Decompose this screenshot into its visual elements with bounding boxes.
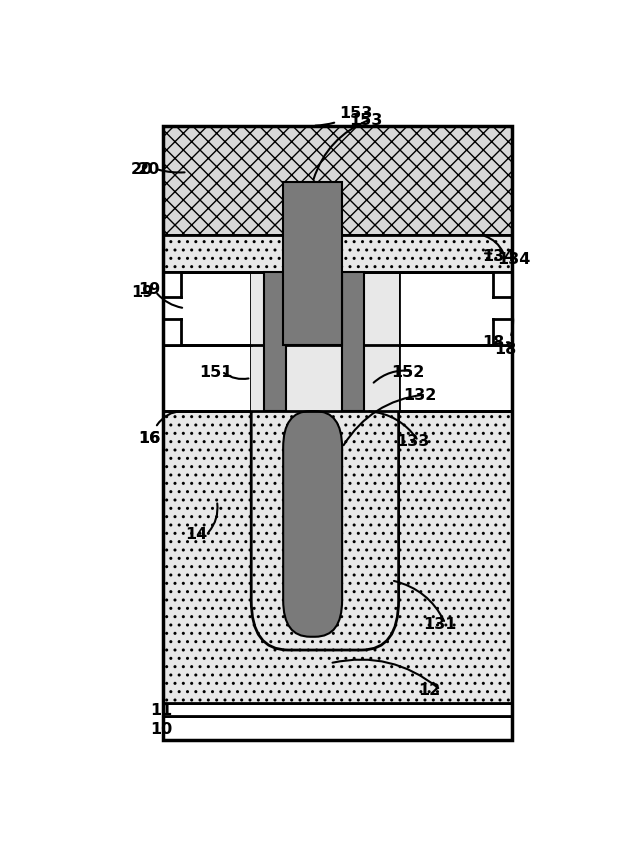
Bar [493,320,512,345]
Text: 153: 153 [349,113,383,127]
Text: 19: 19 [138,282,160,296]
Bar [264,272,285,412]
Text: 19: 19 [131,285,153,300]
Bar [283,183,342,345]
Text: 12: 12 [418,683,441,697]
Text: 132: 132 [404,387,437,403]
Bar [163,272,181,298]
Text: 20: 20 [131,162,153,177]
Bar [163,183,512,703]
FancyBboxPatch shape [283,412,342,637]
Text: 16: 16 [138,430,160,446]
Text: 18: 18 [495,312,517,356]
Bar [163,272,251,345]
Text: 16: 16 [138,430,160,446]
Text: 153: 153 [316,106,373,127]
Text: 11: 11 [150,703,172,717]
Text: 151: 151 [200,364,233,380]
Bar [163,703,512,716]
Bar [399,272,512,345]
Text: 18: 18 [482,334,505,350]
FancyBboxPatch shape [251,345,399,650]
Text: 133: 133 [396,434,430,449]
Text: 20: 20 [138,162,160,177]
Text: 10: 10 [150,721,172,736]
Bar [342,272,364,412]
Bar [163,127,512,236]
Text: 134: 134 [485,251,530,267]
Bar [251,272,399,345]
Text: 131: 131 [424,616,456,631]
Bar [163,716,512,740]
Bar [493,272,512,298]
Text: 134: 134 [482,248,515,263]
Text: 152: 152 [391,364,425,380]
Bar [163,320,181,345]
Text: 14: 14 [185,527,207,542]
Bar [251,345,399,412]
Bar [163,236,512,272]
Bar [399,345,512,412]
Bar [163,127,512,740]
Bar [163,345,251,412]
